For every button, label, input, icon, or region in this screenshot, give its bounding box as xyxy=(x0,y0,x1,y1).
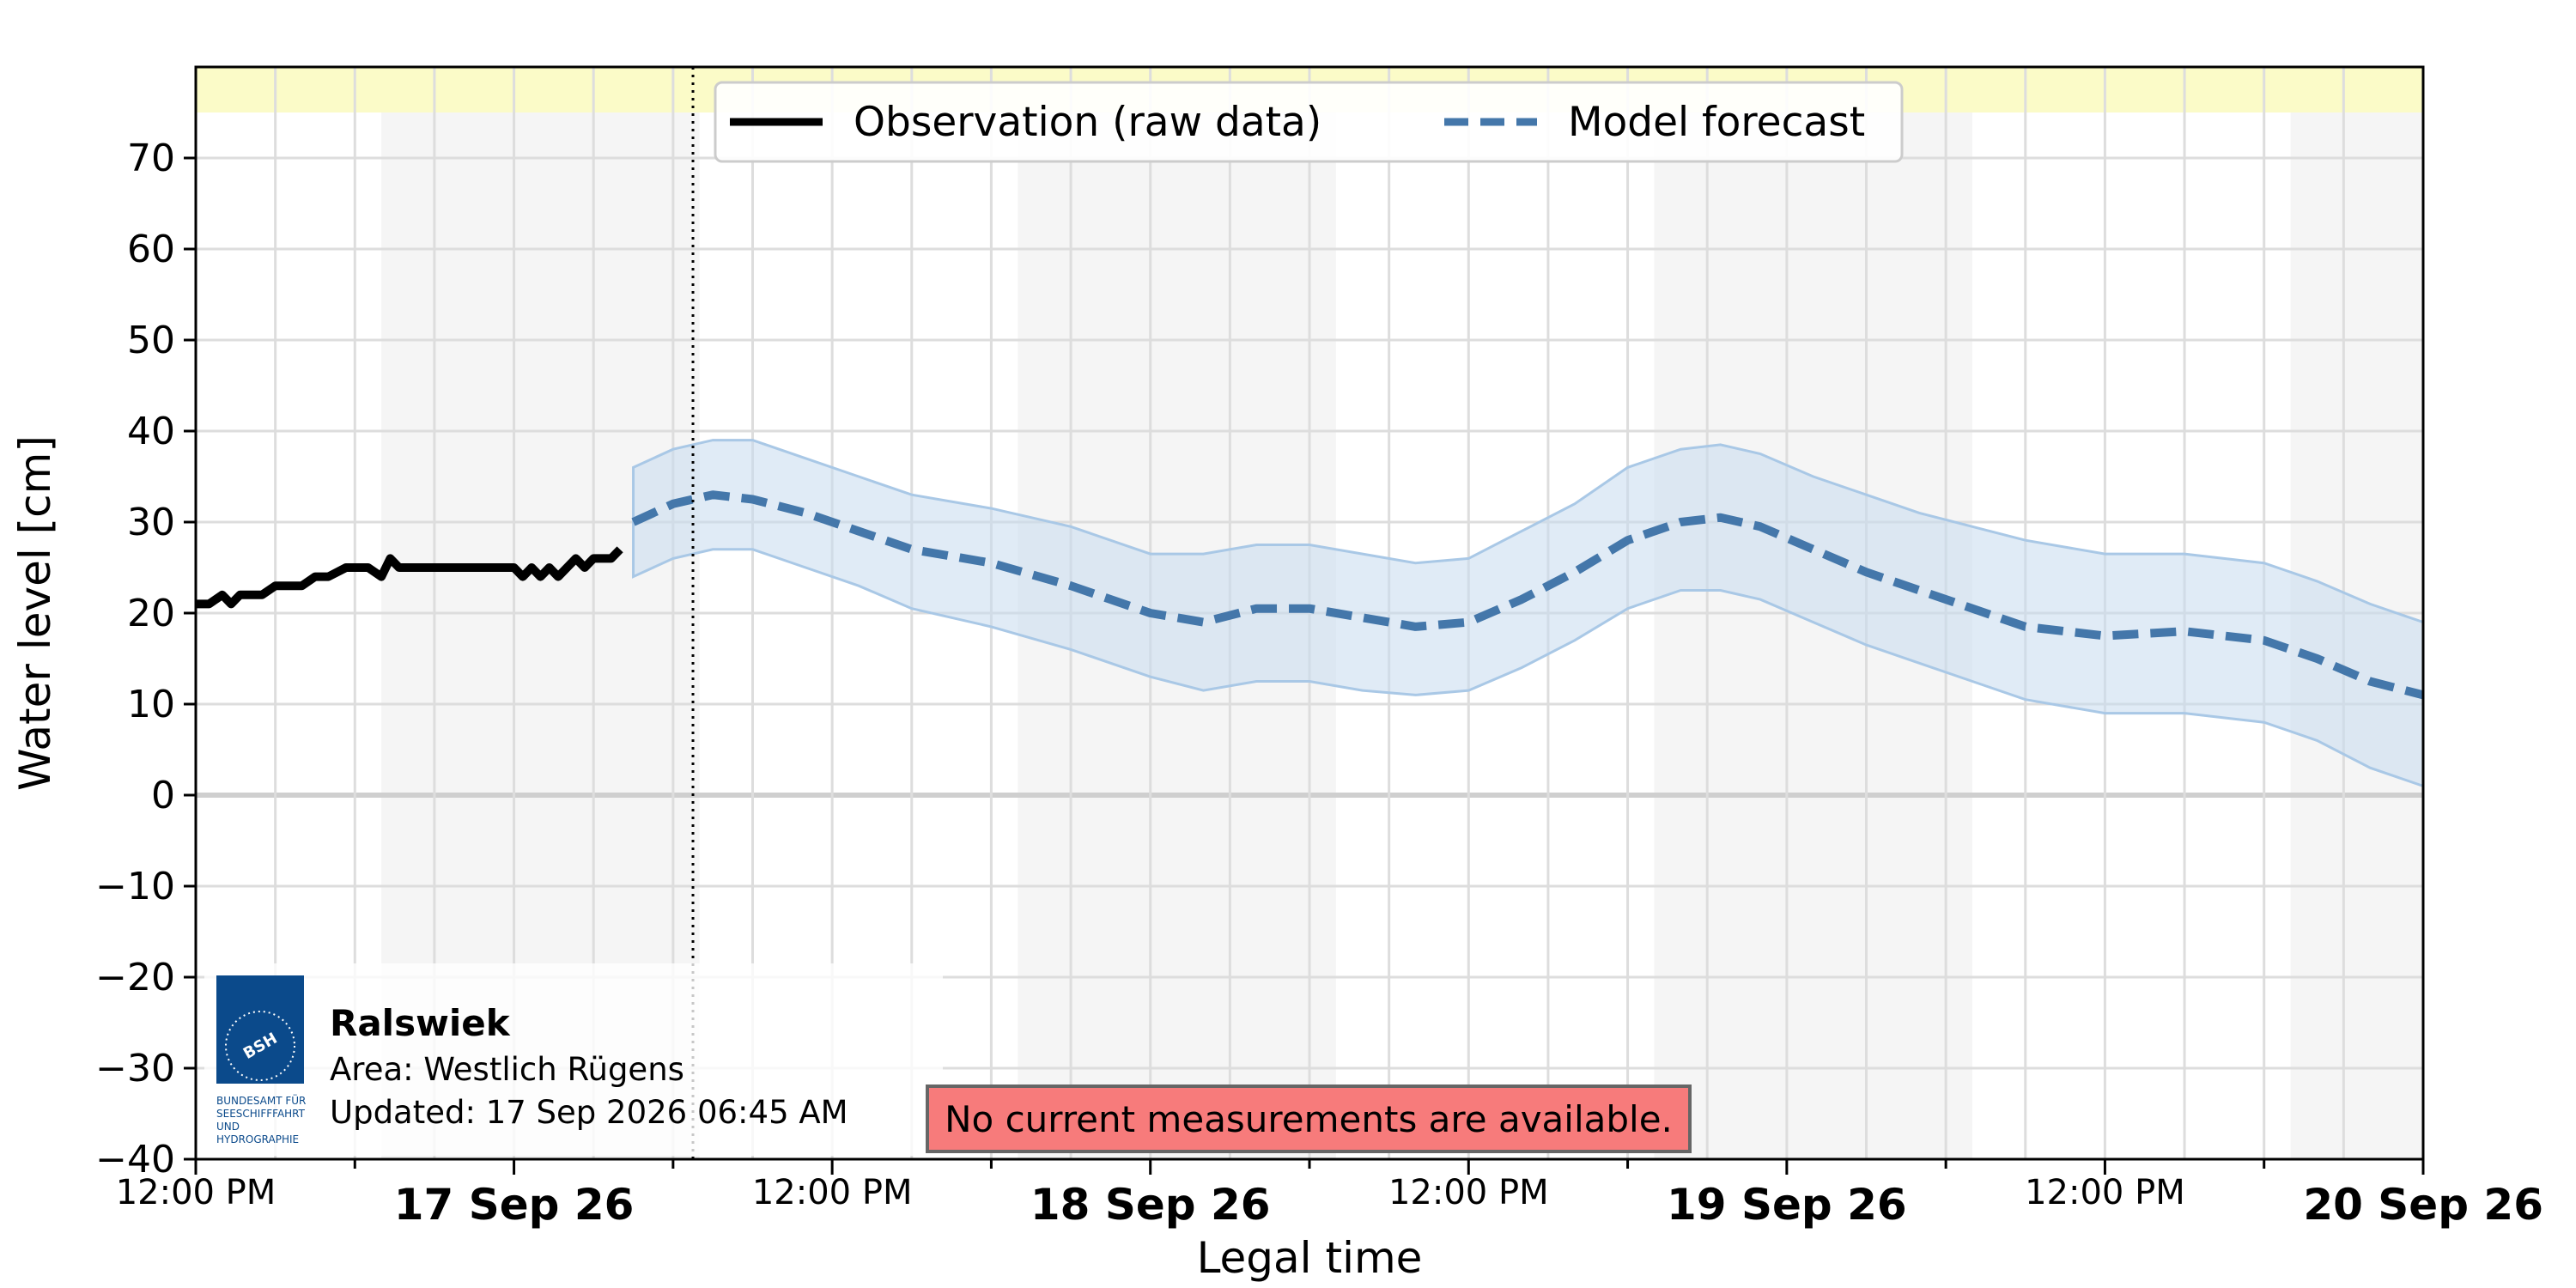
forecast-line xyxy=(631,490,2425,700)
legend-label-forecast: Model forecast xyxy=(1568,99,1865,146)
y-tick-label: 40 xyxy=(127,410,175,453)
x-tick-label-date: 19 Sep 26 xyxy=(1667,1180,1907,1230)
y-tick-label: −20 xyxy=(95,956,175,999)
station-info-background xyxy=(204,963,943,1156)
y-tick-label: 60 xyxy=(127,228,175,271)
legend: Observation (raw data) Model forecast xyxy=(714,81,1904,163)
bsh-logo-line-3: UND xyxy=(216,1121,240,1133)
axis-ticks xyxy=(184,156,2425,1175)
y-tick-label: 0 xyxy=(151,774,175,817)
station-info-box: BSH BUNDESAMT FÜR SEESCHIFFFAHRT UND HYD… xyxy=(204,963,943,1156)
warning-text: No current measurements are available. xyxy=(945,1098,1673,1140)
x-tick-label-time: 12:00 PM xyxy=(116,1173,276,1212)
series-lines xyxy=(196,490,2425,700)
no-measurements-warning: No current measurements are available. xyxy=(926,1084,1692,1153)
warning-box xyxy=(926,1084,1692,1153)
y-tick-label: −40 xyxy=(95,1138,175,1182)
legend-label-observation: Observation (raw data) xyxy=(854,99,1321,146)
x-tick-label-date: 20 Sep 26 xyxy=(2303,1180,2543,1230)
x-tick-label-time: 12:00 PM xyxy=(1388,1173,1549,1212)
station-name: Ralswiek xyxy=(330,1002,511,1044)
y-tick-label: 20 xyxy=(127,592,175,635)
bsh-logo: BSH BUNDESAMT FÜR SEESCHIFFFAHRT UND HYD… xyxy=(216,975,306,1145)
y-tick-label: −30 xyxy=(95,1047,175,1091)
bsh-logo-line-2: SEESCHIFFFAHRT xyxy=(216,1108,306,1120)
bsh-logo-line-4: HYDROGRAPHIE xyxy=(216,1133,299,1145)
y-tick-label: 70 xyxy=(127,137,175,180)
tick-labels: −40 −30 −20 −10 0 10 20 30 40 50 60 70 12:00 PM 12:00… xyxy=(95,137,2543,1230)
x-tick-label-time: 12:00 PM xyxy=(2025,1173,2185,1212)
y-tick-label: −10 xyxy=(95,865,175,908)
x-axis-label: Legal time xyxy=(1197,1233,1423,1283)
y-axis-label: Water level [cm] xyxy=(10,435,60,791)
y-tick-label: 10 xyxy=(127,683,175,726)
bsh-logo-circle xyxy=(225,1011,295,1081)
x-tick-label-date: 17 Sep 26 xyxy=(394,1180,635,1230)
station-updated: Updated: 17 Sep 2026 06:45 AM xyxy=(330,1094,848,1131)
x-tick-label-date: 18 Sep 26 xyxy=(1030,1180,1271,1230)
observation-line xyxy=(196,546,623,609)
x-tick-label-time: 12:00 PM xyxy=(752,1173,913,1212)
station-area: Area: Westlich Rügens xyxy=(330,1051,684,1088)
bsh-logo-square xyxy=(216,975,304,1084)
y-tick-label: 50 xyxy=(127,319,175,362)
bsh-logo-line-1: BUNDESAMT FÜR xyxy=(216,1093,306,1107)
legend-box xyxy=(714,81,1904,163)
y-tick-label: 30 xyxy=(127,501,175,544)
